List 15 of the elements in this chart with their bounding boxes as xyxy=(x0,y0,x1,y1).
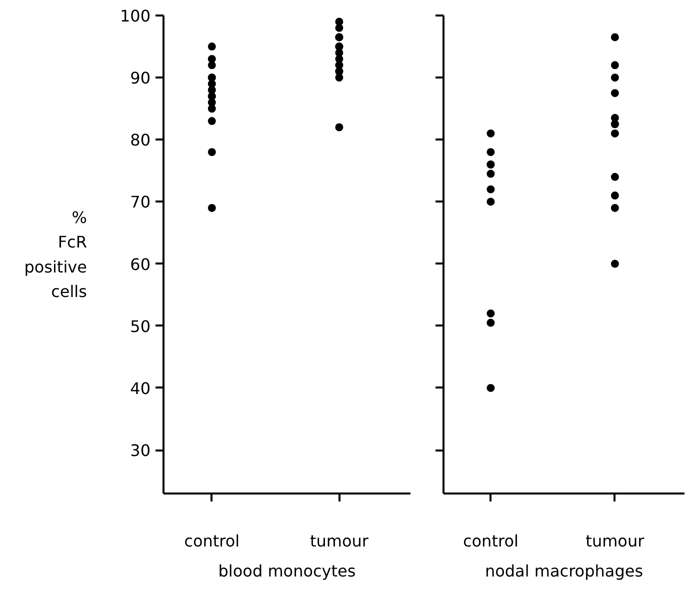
y-tick-label: 30 xyxy=(130,441,150,460)
y-tick-label: 50 xyxy=(130,316,150,336)
y-tick-label: 90 xyxy=(130,68,150,88)
x-tick-label: control xyxy=(462,532,518,550)
x-axis-title: blood monocytes xyxy=(218,562,356,580)
y-tick-label: 100 xyxy=(120,6,151,26)
y-tick-label: 40 xyxy=(130,378,150,398)
y-tick-label: 80 xyxy=(130,130,150,150)
y-axis-title: % FcR positive cells xyxy=(24,208,87,302)
x-tick-label: control xyxy=(184,532,240,550)
y-tick-label: 70 xyxy=(130,192,150,212)
y-tick-label: 60 xyxy=(130,254,150,274)
x-axis-title: nodal macrophages xyxy=(484,562,644,580)
x-tick-label: tumour xyxy=(586,532,645,550)
x-tick-label: tumour xyxy=(310,532,369,550)
